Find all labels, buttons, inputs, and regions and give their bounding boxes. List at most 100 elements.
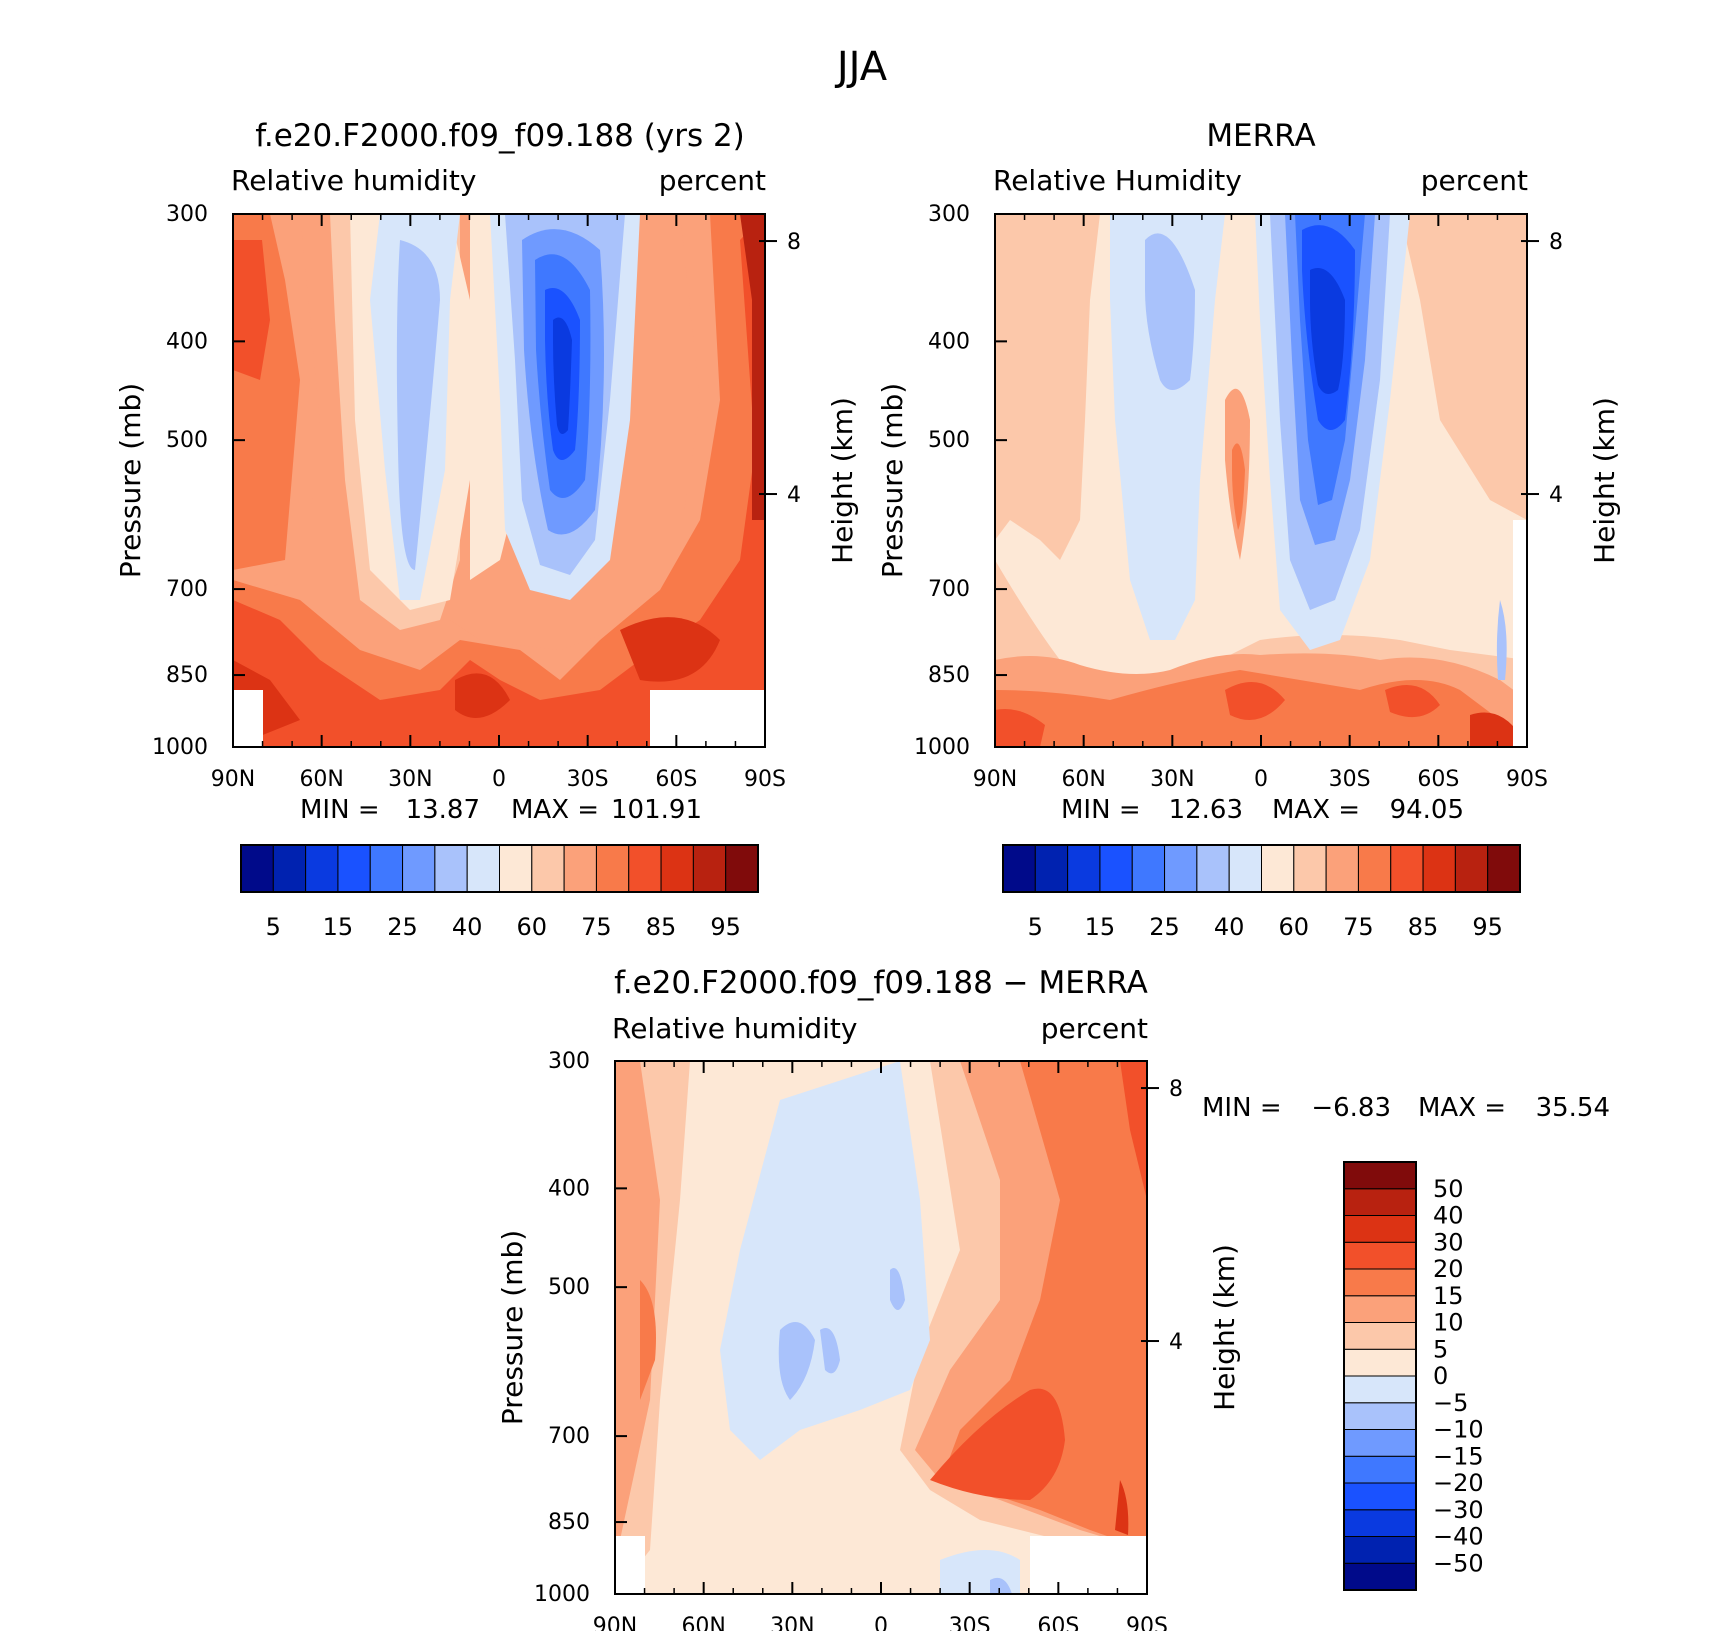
panel-diff-colorbar-box	[1343, 1268, 1417, 1297]
panel-merra-right-string: percent	[1421, 164, 1528, 197]
panel-diff-colorbar-label: −40	[1433, 1523, 1484, 1551]
panel-model-y-tick-label: 1000	[152, 735, 208, 760]
panel-diff-colorbar-label: 5	[1433, 1335, 1448, 1363]
panel-diff-y-right-tick-label: 4	[1169, 1330, 1183, 1355]
panel-merra-y-tick-label: 1000	[914, 735, 970, 760]
panel-diff-left-string: Relative humidity	[612, 1012, 857, 1045]
panel-model-colorbar-box	[499, 844, 533, 893]
panel-diff-x-tick-label: 60N	[681, 1614, 725, 1631]
panel-model-colorbar-label: 75	[581, 913, 612, 941]
panel-model-y-right-axis-title: Height (km)	[826, 397, 859, 564]
panel-diff-colorbar-label: 50	[1433, 1175, 1464, 1203]
panel-merra-colorbar-box	[1422, 844, 1456, 893]
panel-diff-y-right-tick-label: 8	[1169, 1077, 1183, 1102]
panel-merra-colorbar-label: 40	[1214, 913, 1245, 941]
panel-merra-y-tick-label: 500	[928, 428, 970, 453]
panel-diff-colorbar-label: 15	[1433, 1282, 1464, 1310]
panel-merra-colorbar-box	[1067, 844, 1101, 893]
panel-model-y-tick-label: 400	[166, 329, 208, 354]
panel-model-colorbar-label: 25	[387, 913, 418, 941]
panel-model-colorbar-box	[434, 844, 468, 893]
panel-diff-colorbar-label: 40	[1433, 1202, 1464, 1230]
panel-diff-colorbar-label: −50	[1433, 1549, 1484, 1577]
panel-merra-colorbar-label: 75	[1343, 913, 1374, 941]
panel-model-colorbar-box	[402, 844, 436, 893]
panel-diff-colorbar-box	[1343, 1509, 1417, 1537]
panel-merra-colorbar-box	[1002, 844, 1036, 893]
panel-model-colorbar-box	[660, 844, 694, 893]
panel-merra-y-right-tick-label: 4	[1549, 483, 1563, 508]
panel-diff-y-tick-label: 500	[548, 1275, 590, 1300]
panel-diff-colorbar-label: −5	[1433, 1389, 1468, 1417]
panel-merra-colorbar-box	[1357, 844, 1392, 893]
panel-model-colorbar-box	[595, 844, 630, 893]
panel-model-y-tick-label: 850	[166, 663, 208, 688]
panel-merra-colorbar-label: 25	[1149, 913, 1180, 941]
panel-diff-colorbar-label: 0	[1433, 1362, 1448, 1390]
panel-diff-y-tick-label: 300	[548, 1049, 590, 1074]
panel-diff-colorbar-box	[1343, 1295, 1417, 1323]
panel-diff-colorbar-box	[1343, 1241, 1417, 1270]
panel-model-colorbar-box	[369, 844, 404, 893]
panel-merra-colorbar-label: 15	[1085, 913, 1116, 941]
panel-diff-y-tick-label: 400	[548, 1176, 590, 1201]
panel-diff-colorbar-label: 30	[1433, 1228, 1464, 1256]
figure-title: JJA	[834, 44, 888, 90]
panel-diff-colorbar-label: −15	[1433, 1442, 1484, 1470]
panel-model-colorbar-label: 85	[646, 913, 677, 941]
panel-model-x-tick-label: 30S	[567, 767, 609, 792]
panel-model-y-axis-title: Pressure (mb)	[114, 383, 147, 578]
panel-diff-title: f.e20.F2000.f09_f09.188 − MERRA	[614, 965, 1148, 1001]
panel-diff-colorbar-box	[1343, 1482, 1417, 1511]
panel-diff-colorbar-label: 20	[1433, 1255, 1464, 1283]
panel-diff-x-tick-label: 60S	[1037, 1614, 1079, 1631]
panel-model-colorbar-box	[692, 844, 727, 893]
panel-merra-colorbar: 5 15 25 40 60 75 85 95	[1002, 844, 1521, 941]
panel-merra-min-label: MIN =	[1061, 795, 1141, 825]
panel-model-colorbar-box	[563, 844, 597, 893]
panel-model-min-value: 13.87	[406, 795, 480, 825]
panel-merra-x-tick-label: 30S	[1329, 767, 1371, 792]
panel-diff-colorbar-box	[1343, 1161, 1417, 1190]
panel-merra-x-tick-label: 90S	[1506, 767, 1548, 792]
panel-merra-y-right-tick-label: 8	[1549, 230, 1563, 255]
panel-diff-colorbar-box	[1343, 1562, 1417, 1591]
panel-model-x-tick-label: 60S	[655, 767, 697, 792]
panel-model-min-label: MIN =	[300, 795, 380, 825]
panel-model-y-tick-label: 300	[166, 202, 208, 227]
panel-merra-colorbar-box	[1261, 844, 1295, 893]
panel-merra-y-tick-label: 400	[928, 329, 970, 354]
panel-diff-x-tick-label: 90N	[593, 1614, 637, 1631]
panel-diff-colorbar-box	[1343, 1188, 1417, 1216]
panel-model-colorbar-box	[240, 844, 274, 893]
panel-model: f.e20.F2000.f09_f09.188 (yrs 2) Relative…	[114, 118, 859, 941]
panel-model-x-tick-label: 90N	[211, 767, 255, 792]
panel-model-colorbar-label: 15	[323, 913, 354, 941]
panel-diff-min-label: MIN =	[1202, 1093, 1282, 1123]
panel-diff-colorbar-box	[1343, 1348, 1417, 1377]
panel-diff-colorbar-frame	[1343, 1161, 1417, 1591]
panel-model-colorbar: 5 15 25 40 60 75 85 95	[240, 844, 759, 941]
panel-diff-y-tick-label: 700	[548, 1424, 590, 1449]
panel-model-y-tick-label: 500	[166, 428, 208, 453]
panel-model-x-tick-label: 0	[492, 767, 506, 792]
panel-model-colorbar-label: 40	[452, 913, 483, 941]
panel-merra-colorbar-box	[1034, 844, 1069, 893]
panel-merra-max-label: MAX =	[1272, 795, 1360, 825]
panel-model-max-label: MAX =	[511, 795, 599, 825]
panel-model-title: f.e20.F2000.f09_f09.188 (yrs 2)	[255, 118, 745, 154]
panel-merra-title: MERRA	[1206, 118, 1315, 154]
panel-diff-contours	[615, 1061, 1147, 1594]
panel-merra-colorbar-box	[1099, 844, 1133, 893]
panel-diff-y-tick-label: 1000	[534, 1582, 590, 1607]
panel-merra-colorbar-box	[1454, 844, 1489, 893]
panel-model-colorbar-frame	[240, 844, 759, 893]
panel-model-colorbar-box	[337, 844, 371, 893]
panel-merra-colorbar-label: 5	[1028, 913, 1043, 941]
panel-model-x-tick-label: 30N	[388, 767, 432, 792]
panel-merra-colorbar-box	[1293, 844, 1327, 893]
panel-diff-colorbar-box	[1343, 1375, 1417, 1404]
panel-model-x-tick-label: 60N	[299, 767, 343, 792]
